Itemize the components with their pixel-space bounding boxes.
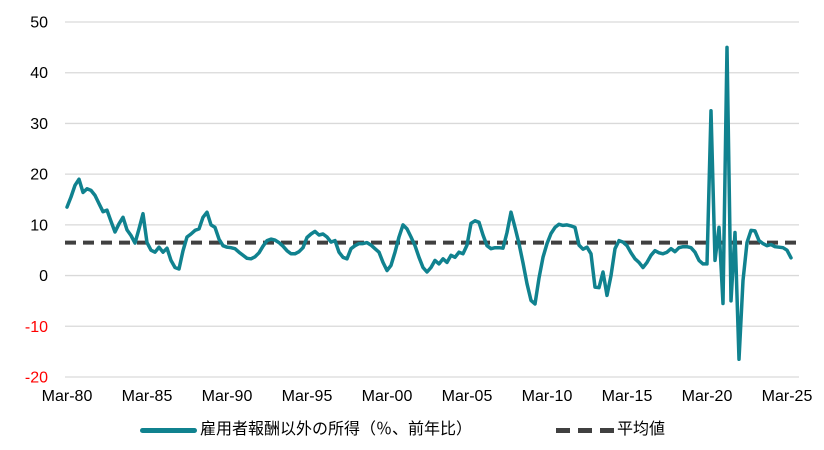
x-tick-label: Mar-25 bbox=[762, 388, 813, 405]
x-tick-label: Mar-15 bbox=[602, 388, 653, 405]
x-tick-label: Mar-05 bbox=[442, 388, 493, 405]
x-tick-label: Mar-80 bbox=[42, 388, 93, 405]
y-tick-label: -10 bbox=[25, 319, 48, 336]
legend-spacer bbox=[484, 430, 544, 431]
average-line-swatch bbox=[556, 427, 615, 433]
y-tick-label: 30 bbox=[30, 116, 48, 133]
legend-item-series: 雇用者報酬以外の所得（％、前年比） bbox=[140, 419, 472, 441]
y-tick-label: 0 bbox=[39, 268, 48, 285]
series-line bbox=[65, 45, 793, 362]
series-line-swatch bbox=[140, 427, 197, 433]
y-tick-label: 40 bbox=[30, 65, 48, 82]
x-tick-label: Mar-95 bbox=[282, 388, 333, 405]
x-axis-labels: Mar-80 Mar-85 Mar-90 Mar-95 Mar-00 Mar-05 Mar-… bbox=[42, 388, 813, 405]
chart-legend: 雇用者報酬以外の所得（％、前年比） 平均値 bbox=[140, 419, 665, 441]
legend-label-series: 雇用者報酬以外の所得（％、前年比） bbox=[200, 421, 473, 438]
x-tick-label: Mar-90 bbox=[202, 388, 253, 405]
y-tick-label: 10 bbox=[30, 217, 48, 234]
x-tick-label: Mar-85 bbox=[122, 388, 173, 405]
y-tick-label: 20 bbox=[30, 167, 48, 184]
x-tick-label: Mar-10 bbox=[522, 388, 573, 405]
legend-item-average: 平均値 bbox=[556, 419, 665, 441]
x-tick-label: Mar-00 bbox=[362, 388, 413, 405]
x-tick-label: Mar-20 bbox=[682, 388, 733, 405]
y-tick-label: 50 bbox=[30, 15, 48, 32]
line-chart-area: 50 40 30 20 10 0 -10 -20 Mar-80 Mar-85 Mar-90 Mar-9… bbox=[25, 15, 813, 406]
y-axis-labels: 50 40 30 20 10 0 -10 -20 bbox=[25, 15, 48, 387]
y-tick-label: -20 bbox=[25, 370, 48, 387]
legend-label-average: 平均値 bbox=[617, 421, 666, 438]
gridlines bbox=[65, 21, 799, 378]
